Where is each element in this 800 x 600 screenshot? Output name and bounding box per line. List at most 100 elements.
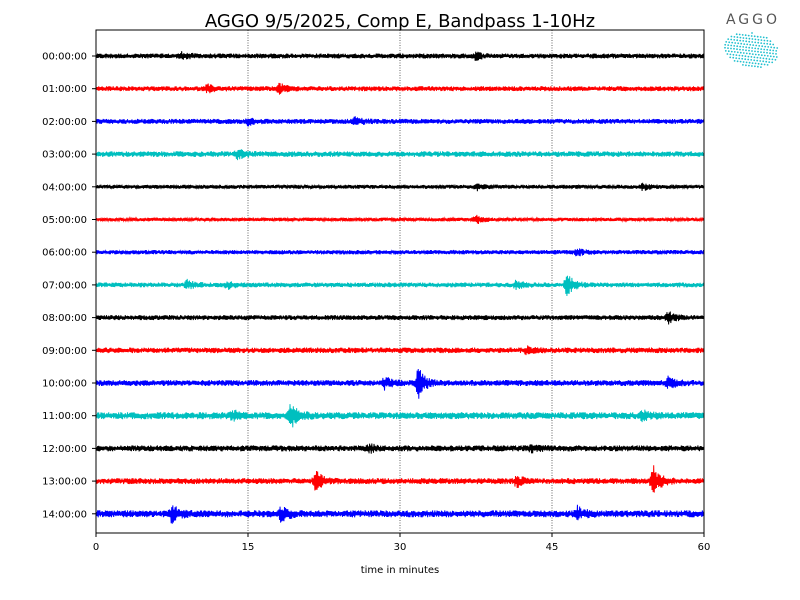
logo-dot-57 (770, 46, 773, 49)
logo-dot-140 (756, 59, 759, 62)
logo-dot-90 (760, 51, 762, 53)
logo-dot-38 (763, 42, 766, 45)
logo-dot-121 (747, 55, 750, 58)
logo-dot-138 (750, 59, 753, 61)
hour-label-4: 04:00:00 (42, 182, 87, 193)
logo-globe-icon (724, 32, 779, 68)
logo-dot-83 (739, 48, 741, 51)
logo-dot-33 (748, 40, 751, 43)
logo-dot-63 (733, 45, 736, 47)
trace-060000 (95, 248, 705, 257)
vertical-gridlines (247, 30, 553, 533)
logo-dot-120 (744, 55, 747, 58)
x-axis-label: time in minutes (361, 565, 440, 576)
logo-dot-67 (745, 46, 748, 49)
logo-dot-156 (763, 63, 766, 66)
logo-dot-124 (756, 56, 759, 59)
logo-dot-31 (742, 40, 745, 42)
logo-dot-66 (742, 46, 745, 48)
logo-dot-164 (760, 66, 762, 68)
logo-dot-70 (754, 47, 757, 50)
logo-dot-85 (745, 49, 747, 52)
logo-dot-157 (766, 64, 769, 66)
logo-dot-129 (771, 58, 774, 61)
hour-label-14: 14:00:00 (42, 509, 87, 520)
logo-dot-108 (760, 54, 763, 57)
hour-label-10: 10:00:00 (42, 379, 87, 390)
logo-dot-21 (757, 38, 760, 41)
logo-dot-19 (751, 38, 754, 40)
logo-dot-142 (762, 60, 765, 63)
logo-dot-87 (751, 50, 753, 52)
aggo-logo: AGGO (724, 12, 779, 68)
logo-dot-35 (754, 41, 757, 44)
logo-dot-153 (754, 62, 757, 65)
logo-dot-28 (733, 39, 736, 41)
logo-dot-82 (736, 48, 738, 51)
logo-dot-134 (738, 57, 741, 60)
logo-dot-103 (745, 52, 748, 55)
logo-dot-18 (748, 37, 751, 40)
logo-dot-62 (730, 44, 733, 47)
logo-dot-130 (774, 58, 777, 61)
trace-100000 (95, 369, 705, 399)
logo-dot-15 (739, 36, 742, 39)
logo-dot-139 (753, 59, 756, 62)
x-axis-ticks: 0 15 30 45 60 (93, 533, 710, 553)
logo-dot-0 (751, 32, 753, 34)
hour-label-0: 00:00:00 (42, 52, 87, 63)
logo-dot-30 (739, 39, 742, 42)
trace-050000 (95, 214, 705, 224)
trace-group (95, 51, 705, 524)
logo-dot-65 (739, 45, 742, 48)
logo-dot-97 (727, 50, 730, 53)
logo-dot-123 (753, 56, 756, 59)
logo-dot-40 (769, 43, 772, 46)
hour-label-2: 02:00:00 (42, 117, 87, 128)
logo-dot-115 (729, 53, 732, 56)
hour-label-12: 12:00:00 (42, 444, 87, 455)
hour-tick-labels: 00:00:00 01:00:00 02:00:00 03:00:00 04:00:00… (42, 52, 96, 520)
logo-dot-137 (747, 58, 750, 61)
logo-dot-7 (753, 35, 756, 38)
trace-110000 (95, 404, 705, 428)
logo-dot-2 (738, 33, 741, 36)
logo-dot-8 (756, 35, 759, 38)
logo-dot-59 (776, 47, 779, 49)
hour-label-3: 03:00:00 (42, 150, 87, 161)
x-tick-label-0: 0 (93, 542, 99, 553)
hour-label-6: 06:00:00 (42, 248, 87, 259)
logo-dot-68 (748, 46, 751, 49)
logo-dot-27 (730, 38, 733, 41)
logo-dot-12 (730, 35, 733, 38)
logo-dot-23 (763, 39, 766, 42)
logo-dot-163 (757, 65, 759, 68)
logo-dot-29 (736, 39, 739, 42)
logo-dot-96 (724, 50, 727, 52)
trace-030000 (95, 149, 705, 161)
logo-dot-151 (748, 61, 751, 64)
logo-dot-150 (745, 61, 748, 64)
logo-dot-119 (741, 54, 744, 57)
logo-dot-26 (727, 38, 730, 40)
trace-020000 (95, 116, 705, 127)
logo-dot-104 (748, 52, 751, 55)
logo-dot-131 (729, 56, 732, 59)
hour-label-8: 08:00:00 (42, 313, 87, 324)
logo-dot-126 (762, 57, 765, 60)
logo-dot-100 (736, 51, 739, 54)
logo-dot-147 (736, 60, 739, 63)
logo-dot-24 (766, 39, 769, 42)
logo-dot-94 (772, 52, 774, 55)
logo-dot-146 (733, 60, 736, 62)
logo-dot-60 (724, 43, 727, 46)
logo-dot-144 (768, 61, 771, 63)
logo-dot-141 (759, 60, 762, 62)
logo-dot-39 (766, 42, 769, 45)
logo-dot-92 (766, 51, 768, 54)
logo-dot-114 (726, 53, 729, 55)
hour-label-9: 09:00:00 (42, 346, 87, 357)
logo-dot-117 (735, 54, 738, 56)
logo-dot-98 (730, 50, 733, 53)
